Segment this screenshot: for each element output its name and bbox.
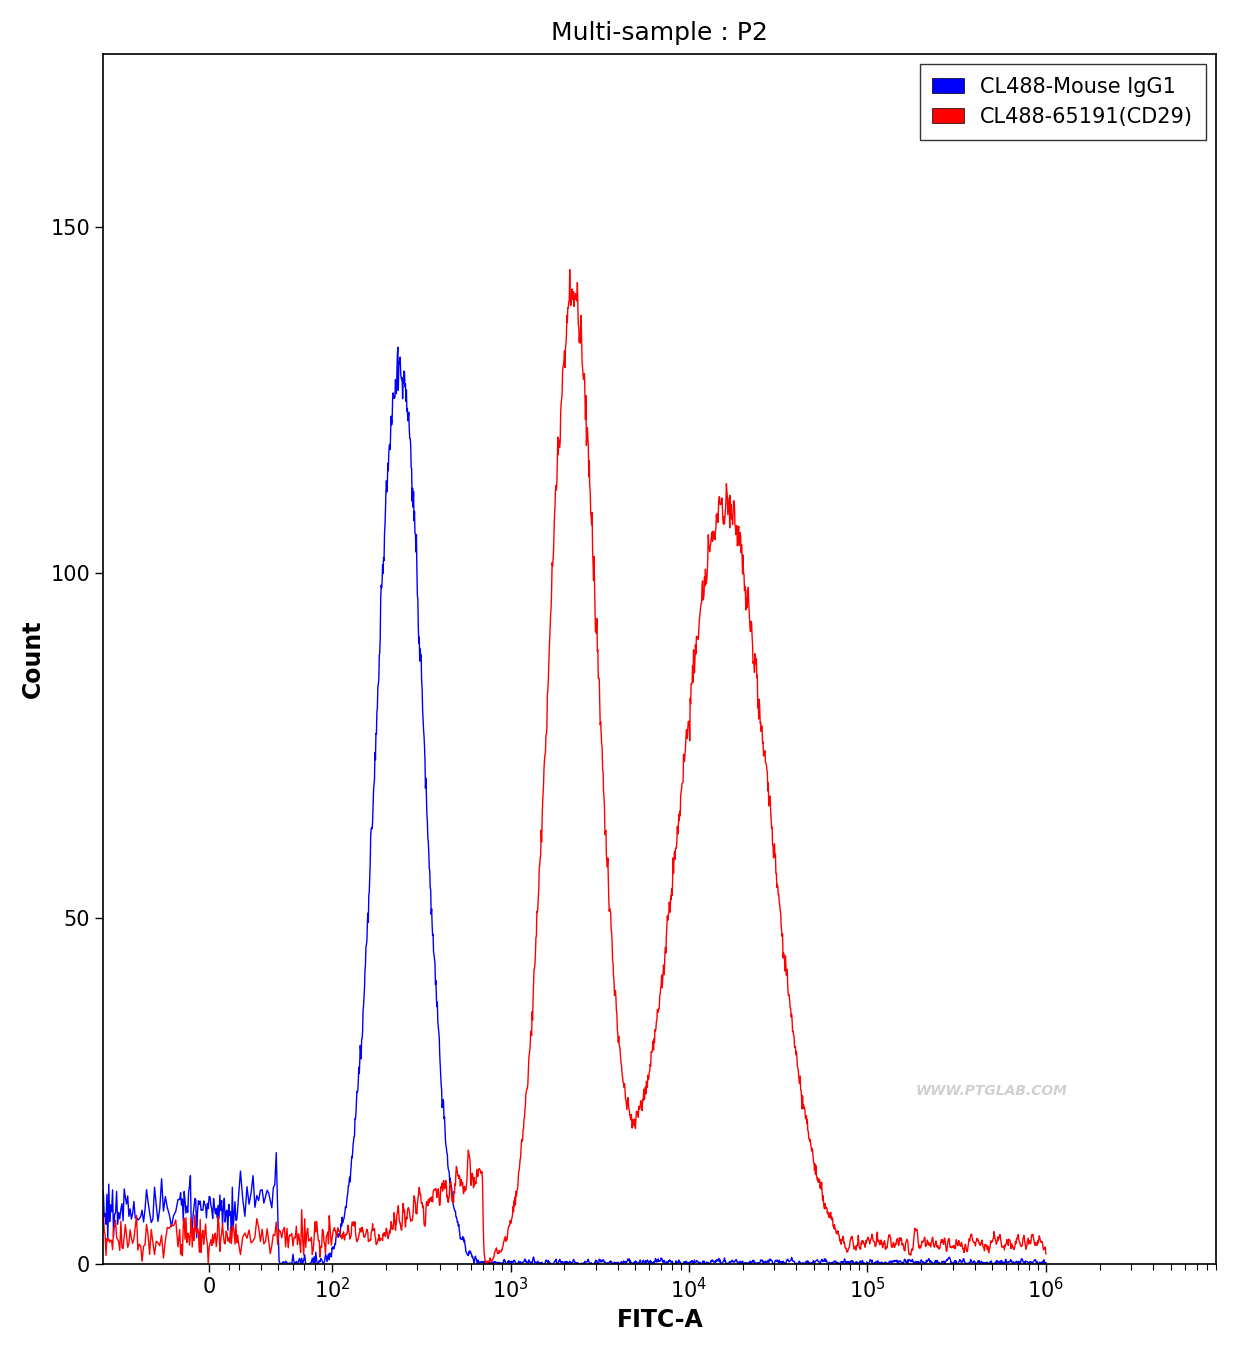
Y-axis label: Count: Count (21, 620, 45, 698)
Legend: CL488-Mouse IgG1, CL488-65191(CD29): CL488-Mouse IgG1, CL488-65191(CD29) (920, 64, 1206, 139)
Text: WWW.PTGLAB.COM: WWW.PTGLAB.COM (915, 1084, 1068, 1097)
X-axis label: FITC-A: FITC-A (616, 1308, 703, 1333)
Title: Multi-sample : P2: Multi-sample : P2 (552, 20, 768, 45)
